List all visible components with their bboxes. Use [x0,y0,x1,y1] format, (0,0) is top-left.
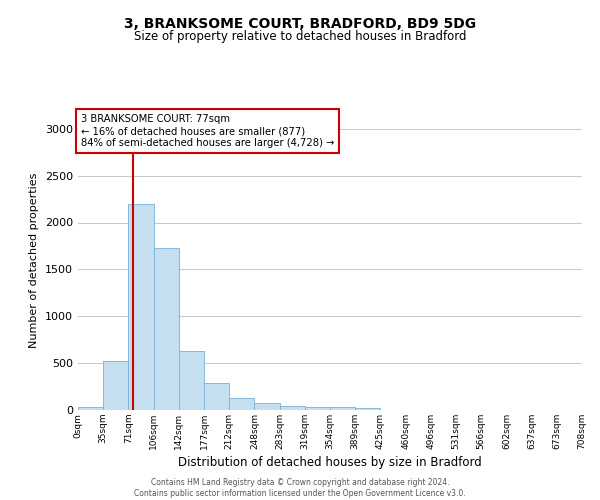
Text: Size of property relative to detached houses in Bradford: Size of property relative to detached ho… [134,30,466,43]
Bar [330,407,355,410]
Text: 3, BRANKSOME COURT, BRADFORD, BD9 5DG: 3, BRANKSOME COURT, BRADFORD, BD9 5DG [124,18,476,32]
Bar [254,403,280,410]
Text: Distribution of detached houses by size in Bradford: Distribution of detached houses by size … [178,456,482,469]
Bar [179,351,204,410]
Bar [128,204,154,410]
Text: 3 BRANKSOME COURT: 77sqm
← 16% of detached houses are smaller (877)
84% of semi-: 3 BRANKSOME COURT: 77sqm ← 16% of detach… [80,114,334,148]
Bar [103,361,128,410]
Y-axis label: Number of detached properties: Number of detached properties [29,172,40,348]
Bar [305,406,330,410]
Bar [229,398,254,410]
Bar [355,408,380,410]
Bar [78,406,103,410]
Bar [204,383,229,410]
Bar [280,406,305,410]
Text: Contains HM Land Registry data © Crown copyright and database right 2024.
Contai: Contains HM Land Registry data © Crown c… [134,478,466,498]
Bar [154,248,179,410]
